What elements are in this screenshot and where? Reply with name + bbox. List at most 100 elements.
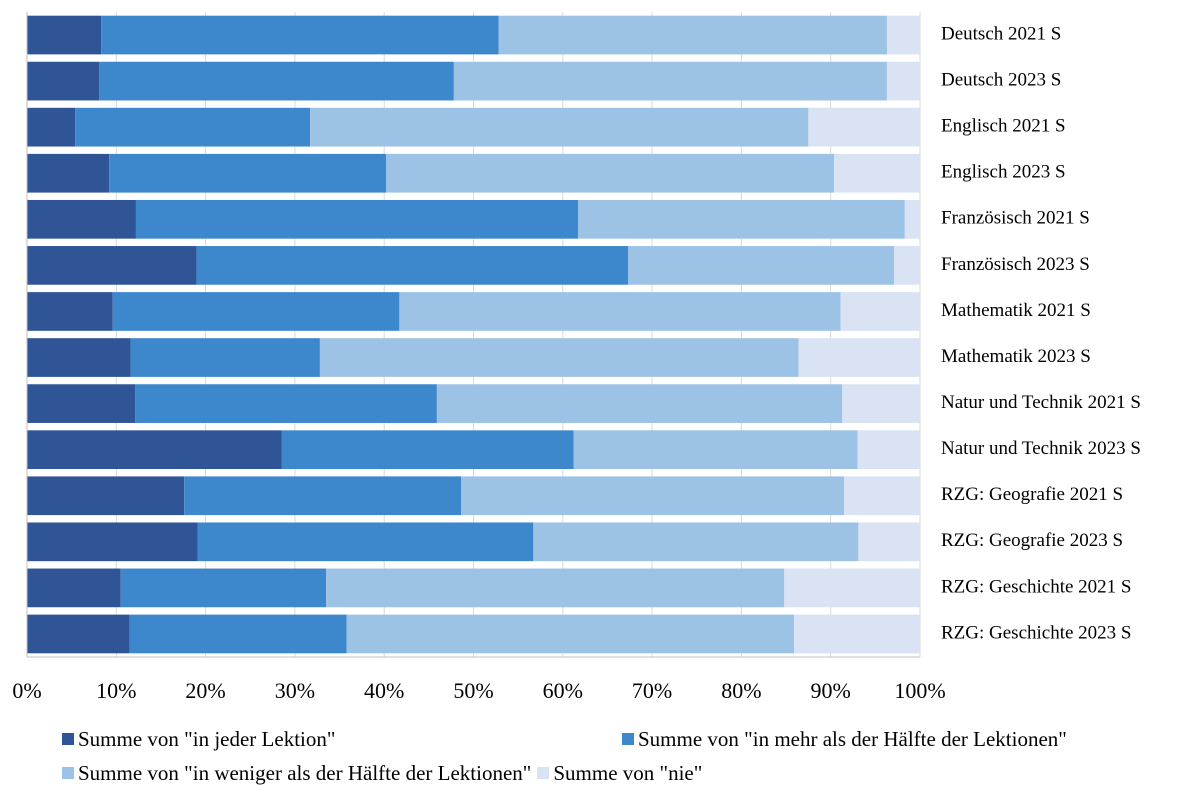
- bar-segment: [904, 199, 920, 239]
- x-tick-label: 30%: [275, 678, 315, 703]
- legend-label: Summe von "nie": [553, 760, 703, 785]
- bar-segment: [857, 430, 920, 470]
- bar-segment: [319, 338, 799, 377]
- bar-segment: [120, 568, 327, 608]
- bar-segment: [135, 199, 578, 239]
- bar-segment: [840, 292, 920, 331]
- bar-segment: [460, 476, 845, 516]
- legend-label: Summe von "in jeder Lektion": [78, 726, 336, 751]
- bar-segment: [533, 522, 859, 562]
- bar-segment: [184, 476, 461, 516]
- category-label: Natur und Technik 2021 S: [941, 392, 1141, 413]
- bar-segment: [112, 292, 400, 331]
- bar-segment: [842, 384, 920, 423]
- category-labels: Deutsch 2021 S Deutsch 2023 S Englisch 202…: [941, 23, 1141, 643]
- category-label: Englisch 2023 S: [941, 162, 1066, 183]
- bar-segment: [27, 199, 136, 239]
- bar-segment: [310, 107, 809, 147]
- bar-segment: [196, 246, 628, 285]
- category-label: RZG: Geschichte 2021 S: [941, 576, 1132, 597]
- bar-segment: [844, 476, 920, 516]
- x-tick-label: 100%: [894, 678, 945, 703]
- bar-segment: [436, 384, 843, 423]
- category-label: RZG: Geschichte 2023 S: [941, 622, 1132, 643]
- category-label: Mathematik 2023 S: [941, 346, 1091, 367]
- bar-segment: [858, 522, 920, 562]
- legend-swatch: [622, 733, 634, 745]
- bar-segment: [346, 614, 795, 654]
- bar-segment: [27, 568, 121, 608]
- legend-swatch: [537, 767, 550, 779]
- category-label: Mathematik 2021 S: [941, 300, 1091, 321]
- axes: [26, 12, 920, 658]
- bar-segment: [27, 430, 282, 470]
- legend-label: Summe von "in weniger als der Hälfte der…: [78, 760, 532, 785]
- bar-segment: [798, 338, 920, 377]
- bar-segment: [399, 292, 841, 331]
- legend: Summe von "in jeder Lektion" Summe von "…: [62, 722, 1182, 790]
- bar-segment: [573, 430, 858, 470]
- legend-item-mehr-als-haelfte: Summe von "in mehr als der Hälfte der Le…: [622, 727, 1067, 752]
- bar-segment: [794, 614, 920, 654]
- bar-segment: [75, 107, 311, 147]
- bar-segment: [27, 153, 110, 193]
- bar-segment: [27, 107, 76, 147]
- category-label: Natur und Technik 2023 S: [941, 438, 1141, 459]
- bar-segment: [834, 153, 920, 193]
- legend-row-2: Summe von "in weniger als der Hälfte der…: [62, 756, 1182, 790]
- bar-segment: [627, 246, 895, 285]
- x-tick-label: 70%: [632, 678, 672, 703]
- bar-segment: [197, 522, 534, 562]
- x-tick-label: 90%: [811, 678, 851, 703]
- bars: [27, 15, 920, 654]
- category-label: Englisch 2021 S: [941, 116, 1066, 137]
- legend-item-in-jeder-lektion: Summe von "in jeder Lektion": [62, 727, 622, 752]
- bar-segment: [886, 15, 920, 55]
- category-label: Deutsch 2023 S: [941, 69, 1061, 90]
- legend-swatch: [62, 767, 74, 779]
- bar-segment: [99, 61, 454, 101]
- bar-segment: [385, 153, 835, 193]
- legend-item-weniger-als-haelfte: Summe von "in weniger als der Hälfte der…: [62, 761, 531, 786]
- legend-label: Summe von "in mehr als der Hälfte der Le…: [638, 726, 1067, 751]
- category-label: RZG: Geografie 2021 S: [941, 484, 1123, 505]
- x-tick-label: 60%: [543, 678, 583, 703]
- bar-segment: [27, 476, 185, 516]
- category-label: RZG: Geografie 2023 S: [941, 530, 1123, 551]
- bar-segment: [808, 107, 920, 147]
- bar-segment: [27, 614, 130, 654]
- bar-segment: [27, 61, 100, 101]
- bar-segment: [886, 61, 920, 101]
- bar-segment: [135, 384, 437, 423]
- x-tick-label: 40%: [364, 678, 404, 703]
- legend-row-1: Summe von "in jeder Lektion" Summe von "…: [62, 722, 1182, 756]
- x-tick-label: 50%: [453, 678, 493, 703]
- bar-segment: [27, 522, 198, 562]
- x-tick-labels: 0% 10% 20% 30% 40% 50% 60% 70% 80% 90% 100%: [12, 678, 945, 703]
- x-tick-label: 80%: [721, 678, 761, 703]
- bar-segment: [27, 292, 113, 331]
- bar-segment: [498, 15, 887, 55]
- x-tick-label: 10%: [96, 678, 136, 703]
- bar-segment: [130, 338, 320, 377]
- bar-segment: [577, 199, 905, 239]
- stacked-bar-chart: Deutsch 2021 S Deutsch 2023 S Englisch 202…: [12, 12, 1141, 703]
- x-tick-label: 20%: [185, 678, 225, 703]
- category-label: Französisch 2021 S: [941, 208, 1090, 229]
- x-tick-label: 0%: [12, 678, 41, 703]
- bar-segment: [27, 15, 102, 55]
- bar-segment: [894, 246, 920, 285]
- bar-segment: [326, 568, 785, 608]
- bar-segment: [784, 568, 920, 608]
- legend-item-nie: Summe von "nie": [537, 761, 702, 786]
- category-label: Französisch 2023 S: [941, 254, 1090, 275]
- bar-segment: [27, 246, 197, 285]
- bar-segment: [101, 15, 499, 55]
- bar-segment: [129, 614, 347, 654]
- bar-segment: [27, 338, 131, 377]
- legend-swatch: [62, 733, 74, 745]
- category-label: Deutsch 2021 S: [941, 23, 1061, 44]
- bar-segment: [27, 384, 136, 423]
- bar-segment: [453, 61, 887, 101]
- bar-segment: [109, 153, 386, 193]
